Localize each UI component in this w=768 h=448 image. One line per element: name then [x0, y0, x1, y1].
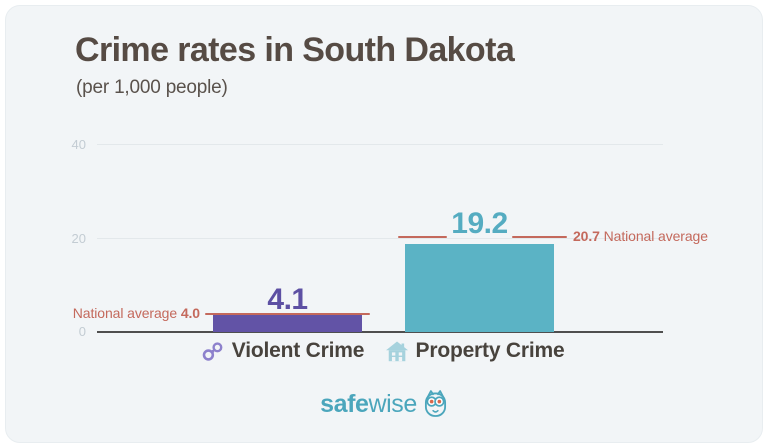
owl-icon — [424, 390, 446, 417]
national-average-value-property: 20.7 — [573, 227, 600, 244]
category-label-property: Property Crime — [415, 339, 565, 362]
house-icon — [386, 341, 409, 361]
logo-wordmark: safewise — [320, 392, 417, 417]
national-average-suffix: National average — [603, 227, 708, 244]
gridline-40 — [97, 144, 663, 145]
y-tick-20: 20 — [71, 231, 86, 246]
page-subtitle: (per 1,000 people) — [76, 77, 228, 98]
logo-text-wise: wise — [368, 390, 418, 418]
national-average-line-property-right — [512, 235, 567, 238]
y-tick-0: 0 — [78, 324, 86, 339]
category-label-violent: Violent Crime — [231, 339, 365, 362]
y-tick-40: 40 — [71, 137, 86, 152]
gridline-20 — [97, 238, 663, 239]
category-property-crime: Property Crime — [386, 339, 565, 363]
national-average-line-violent — [205, 312, 370, 315]
x-axis-line — [97, 331, 663, 333]
national-average-label-violent: National average 4.0 — [40, 305, 200, 321]
page-title: Crime rates in South Dakota — [75, 31, 515, 69]
logo-text-safe: safe — [320, 390, 369, 418]
national-average-value-violent: 4.0 — [180, 304, 200, 321]
bar-violent-crime — [213, 313, 362, 332]
value-label-violent-crime: 4.1 — [267, 283, 308, 317]
handcuffs-icon — [202, 341, 223, 361]
bar-property-crime — [405, 243, 554, 332]
national-average-line-property-left — [398, 235, 447, 238]
national-average-prefix: National average — [72, 304, 178, 321]
infographic-card — [5, 5, 763, 443]
national-average-label-property: 20.7 National average — [573, 228, 763, 244]
safewise-logo: safewise — [0, 390, 768, 418]
category-violent-crime: Violent Crime — [202, 339, 364, 363]
value-label-property-crime: 19.2 — [451, 206, 508, 240]
